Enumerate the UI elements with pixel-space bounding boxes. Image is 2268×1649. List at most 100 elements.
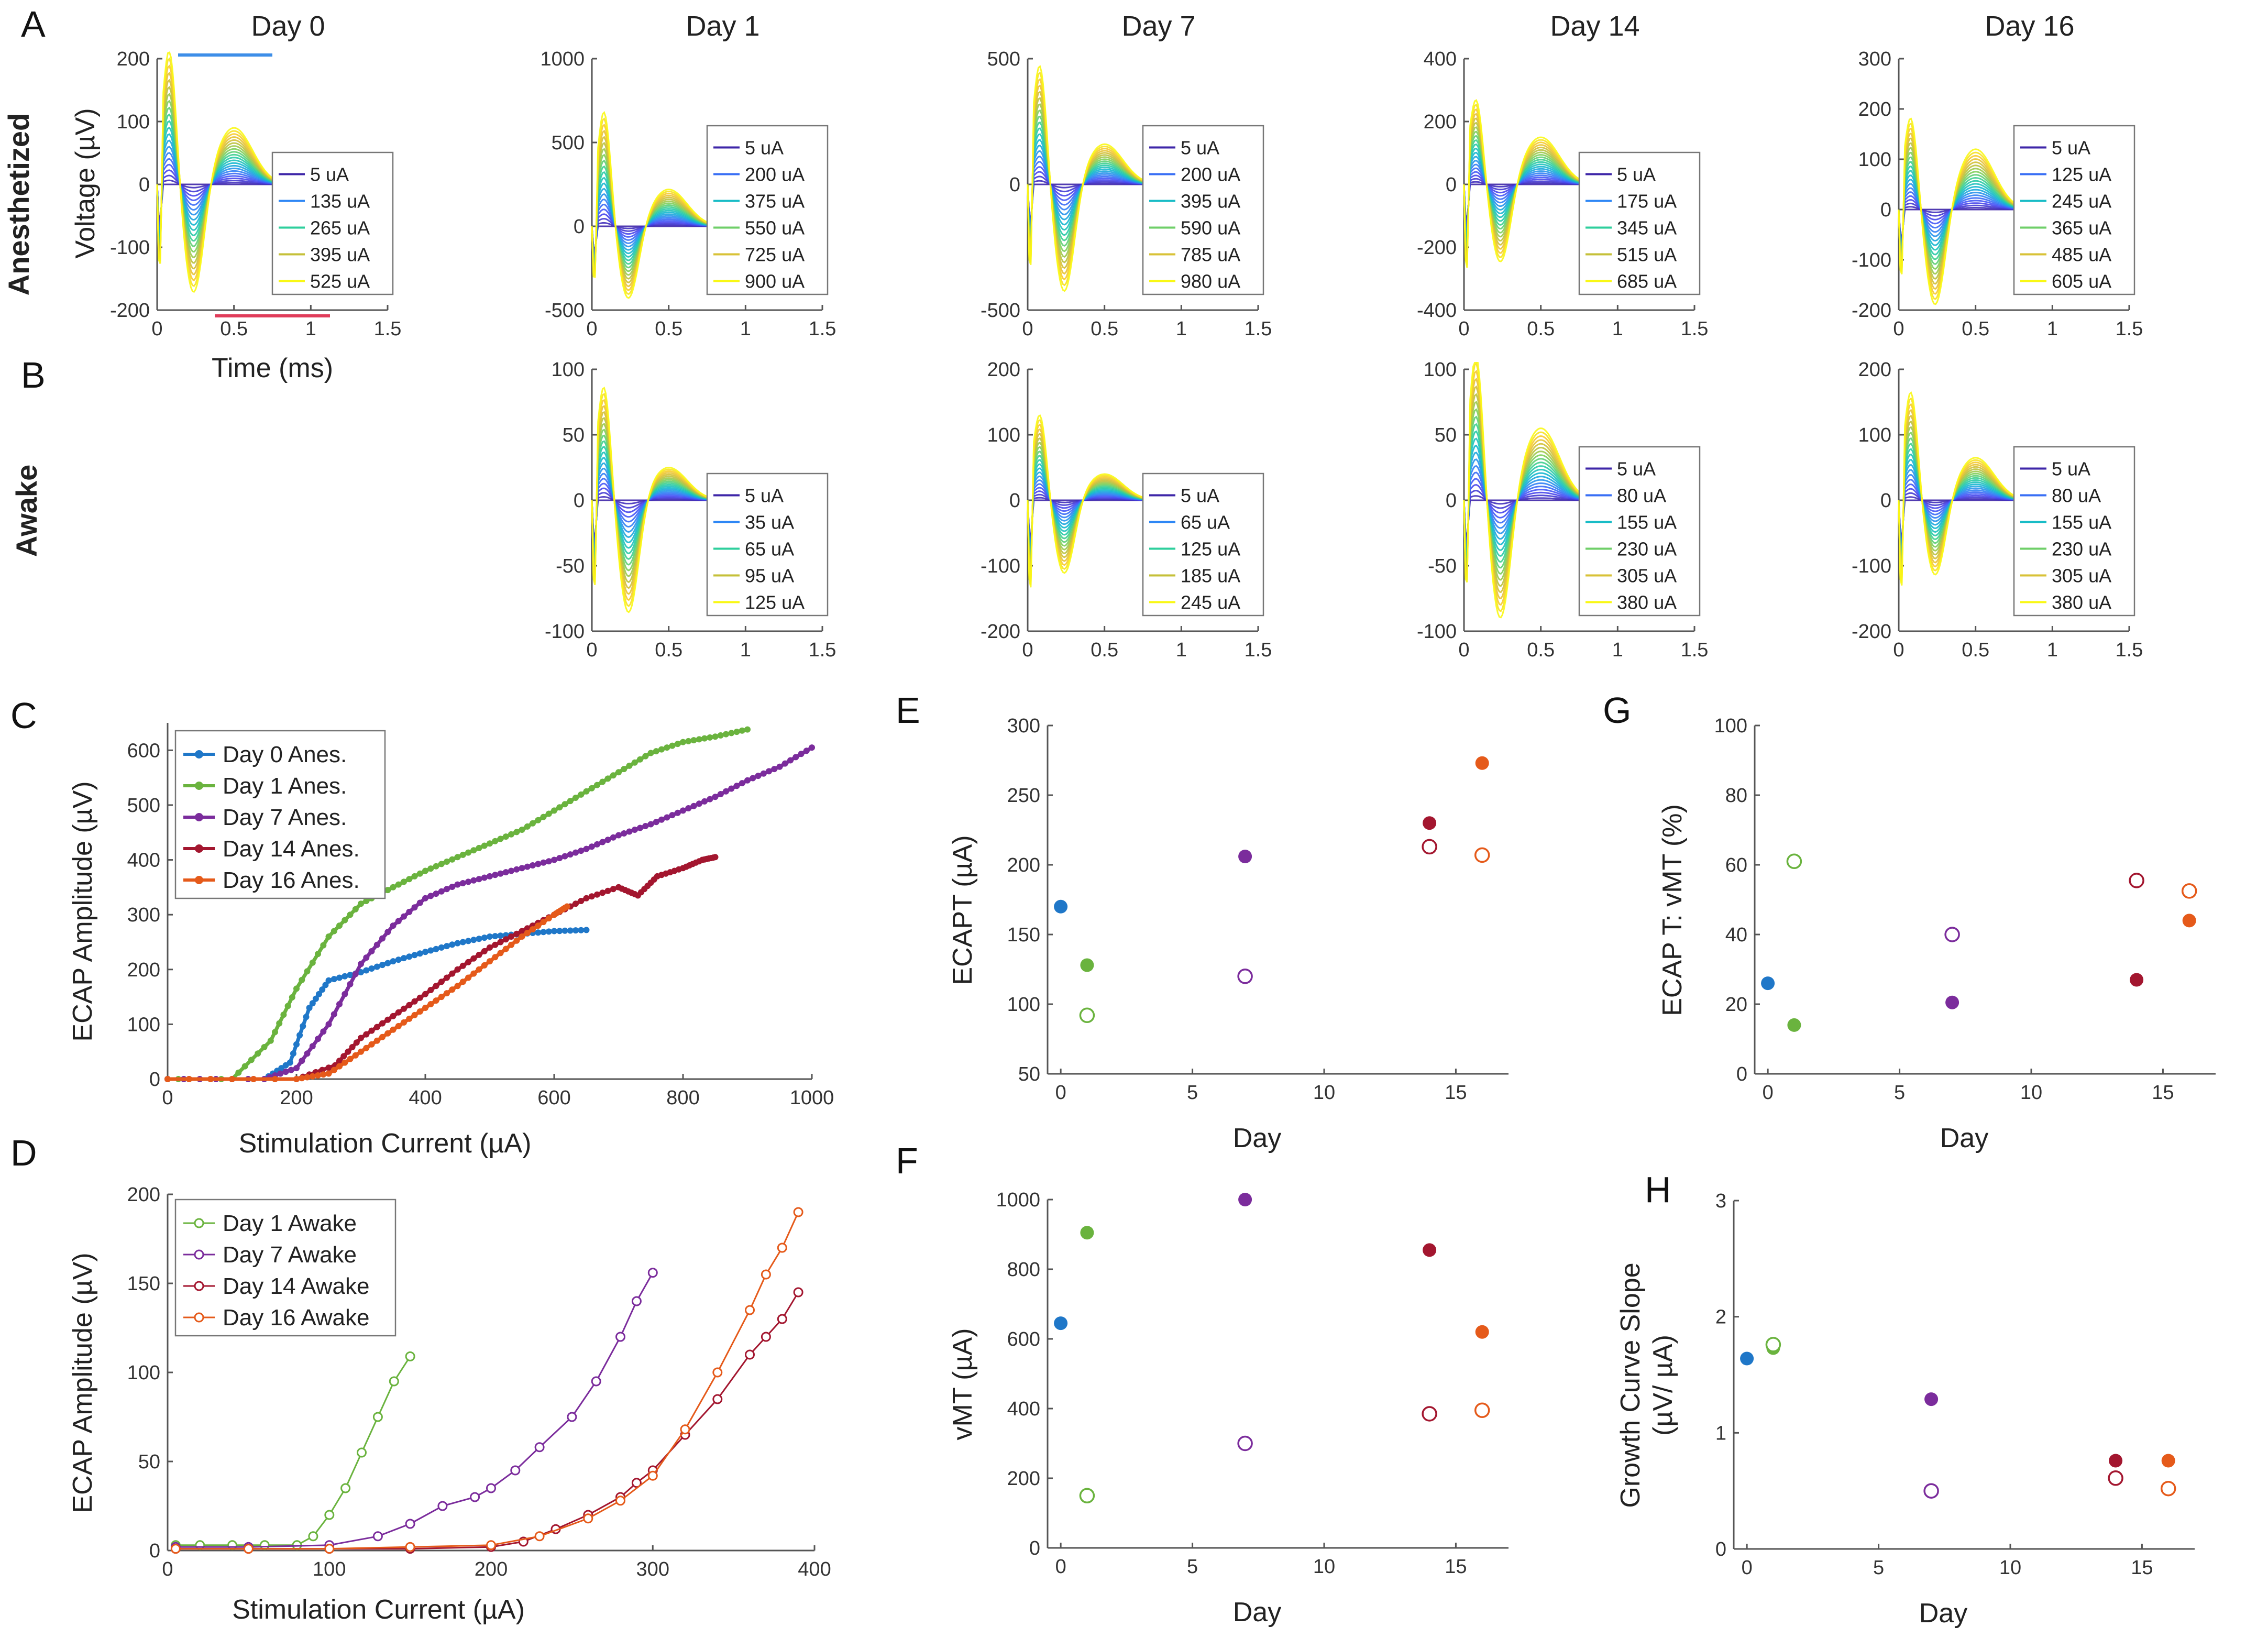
panel-c-data-point xyxy=(588,893,595,900)
panel-b-day16-x-tick-label: 0 xyxy=(1893,639,1904,661)
panel-c-data-point xyxy=(610,886,616,893)
panel-d-data-point xyxy=(357,1447,367,1458)
panel-c-legend-label: Day 7 Anes. xyxy=(223,805,347,830)
panel-c-data-point xyxy=(690,737,697,744)
panel-c-data-point xyxy=(712,733,719,740)
panel-d-data-point xyxy=(615,1332,625,1342)
panel-c-data-point xyxy=(535,922,542,929)
panel-g-ylabel: ECAP T: vMT (%) xyxy=(1657,804,1688,1016)
panel-c-data-point xyxy=(540,813,547,820)
panel-c-data-point xyxy=(444,886,450,893)
panel-d-data-point xyxy=(170,1544,181,1554)
panel-e-y-tick-label: 250 xyxy=(1007,785,1040,807)
panel-c-data-point xyxy=(438,888,445,895)
panel-c-data-point xyxy=(289,994,295,1001)
panel-a-day16-x-tick-label: 1.5 xyxy=(2116,318,2143,340)
panel-c-data-point xyxy=(325,933,332,940)
panel-c-data-point xyxy=(755,773,762,779)
panel-h-point-anesthetized-day16 xyxy=(2161,1454,2175,1468)
panel-c-legend-marker xyxy=(195,813,203,821)
panel-c-data-point xyxy=(368,1027,375,1034)
panel-a-day14-x-tick-label: 1.5 xyxy=(1681,318,1709,340)
panel-d-data-point xyxy=(308,1531,318,1542)
panel-a-day1-x-tick-label: 0.5 xyxy=(655,318,682,340)
panel-d-legend-marker xyxy=(194,1218,204,1228)
panel-a-day1-y-tick-label: 500 xyxy=(552,132,585,154)
panel-c-data-point xyxy=(621,766,627,773)
panel-c-data-point xyxy=(336,1058,343,1064)
panel-c-data-point xyxy=(776,763,783,770)
panel-c-data-point xyxy=(712,854,719,861)
panel-c-data-point xyxy=(320,1071,327,1078)
panel-a-day14-y-tick-label: 400 xyxy=(1424,48,1457,70)
panel-c-data-point xyxy=(186,1076,192,1082)
panel-d-data-point xyxy=(486,1540,496,1551)
panel-a-day7-x-tick-label: 0 xyxy=(1022,318,1033,340)
panel-d-data-point xyxy=(372,1412,383,1422)
panel-b-day7-legend-label: 65 uA xyxy=(1181,512,1230,533)
panel-c-data-point xyxy=(304,1074,311,1081)
panel-d-legend-box xyxy=(174,1199,397,1337)
panel-c-data-point xyxy=(530,820,536,827)
panel-c-data-point xyxy=(760,770,767,777)
panel-d-legend-label: Day 14 Awake xyxy=(223,1273,369,1299)
panel-b-day14-x-tick-label: 1 xyxy=(1612,639,1623,661)
panel-b-day7-x-tick-label: 1.5 xyxy=(1245,639,1272,661)
panel-e-y-tick-label: 200 xyxy=(1007,854,1040,876)
panel-e-point-anesthetized-day16 xyxy=(1475,756,1489,770)
panel-c-data-point xyxy=(320,1028,327,1035)
panel-c-data-point xyxy=(406,876,413,883)
panel-d-data-point xyxy=(470,1492,480,1502)
panel-c-data-point xyxy=(610,834,616,841)
panel-c-data-point xyxy=(545,858,552,865)
panel-c-data-point xyxy=(470,970,477,977)
panel-c-data-point xyxy=(347,911,354,918)
panel-c-data-point xyxy=(653,819,659,826)
panel-a-day1-legend-box xyxy=(706,125,829,295)
panel-letter-h: H xyxy=(1645,1169,1671,1210)
panel-c-data-point xyxy=(315,1036,321,1042)
panel-d-data-point xyxy=(793,1207,803,1217)
panel-c-data-point xyxy=(572,849,579,856)
chart-panel-c-growth-anesthetized: 0 200 400 600 800 10000100200300400500600Stim… xyxy=(68,723,834,1159)
panel-c-data-point xyxy=(723,731,729,738)
panel-c-x-tick-label: 800 xyxy=(666,1087,699,1109)
panel-c-data-point xyxy=(342,917,348,924)
panel-e-point-anesthetized-day1 xyxy=(1080,958,1094,972)
panel-c-data-point xyxy=(449,856,456,863)
panel-e-xlabel: Day xyxy=(1233,1123,1281,1153)
panel-a-day16-y-tick-label: 300 xyxy=(1858,48,1891,70)
panel-d-legend-marker xyxy=(194,1249,204,1260)
panel-c-data-point xyxy=(792,754,799,761)
panel-c-data-point xyxy=(454,940,461,947)
panel-b-day1-legend-label: 5 uA xyxy=(745,485,784,507)
row-label-anesthetized: Anesthetized xyxy=(2,113,35,296)
panel-c-legend-label: Day 16 Anes. xyxy=(223,867,360,893)
panel-a-day7-y-tick-label: 0 xyxy=(1009,174,1020,196)
panel-c-data-point xyxy=(513,829,520,836)
panel-c-legend-label: Day 14 Anes. xyxy=(223,836,360,862)
panel-c-data-point xyxy=(519,827,525,833)
panel-c-data-point xyxy=(427,947,434,954)
panel-b-day7-legend-label: 245 uA xyxy=(1181,592,1240,613)
panel-b-day16-y-tick-label: 0 xyxy=(1880,490,1891,512)
panel-g-x-tick-label: 5 xyxy=(1894,1082,1905,1104)
panel-h-x-tick-label: 5 xyxy=(1873,1557,1884,1579)
panel-c-data-point xyxy=(658,746,665,753)
panel-a-day1-legend-label: 725 uA xyxy=(745,244,805,266)
panel-a-ylabel: Voltage (µV) xyxy=(70,108,101,258)
panel-c-data-point xyxy=(809,744,815,751)
panel-c-data-point xyxy=(276,1020,283,1027)
panel-c-data-point xyxy=(416,899,423,906)
panel-c-data-point xyxy=(384,929,391,936)
panel-c-data-point xyxy=(379,962,386,969)
panel-c-data-point xyxy=(545,928,552,935)
panel-c-data-point xyxy=(336,922,343,929)
panel-d-data-point xyxy=(591,1376,601,1387)
panel-c-data-point xyxy=(352,906,359,913)
panel-c-data-point xyxy=(545,810,552,817)
panel-f-point-awake-day1 xyxy=(1079,1488,1095,1504)
panel-d-data-point xyxy=(793,1287,803,1298)
panel-f-y-tick-label: 1000 xyxy=(996,1189,1040,1211)
